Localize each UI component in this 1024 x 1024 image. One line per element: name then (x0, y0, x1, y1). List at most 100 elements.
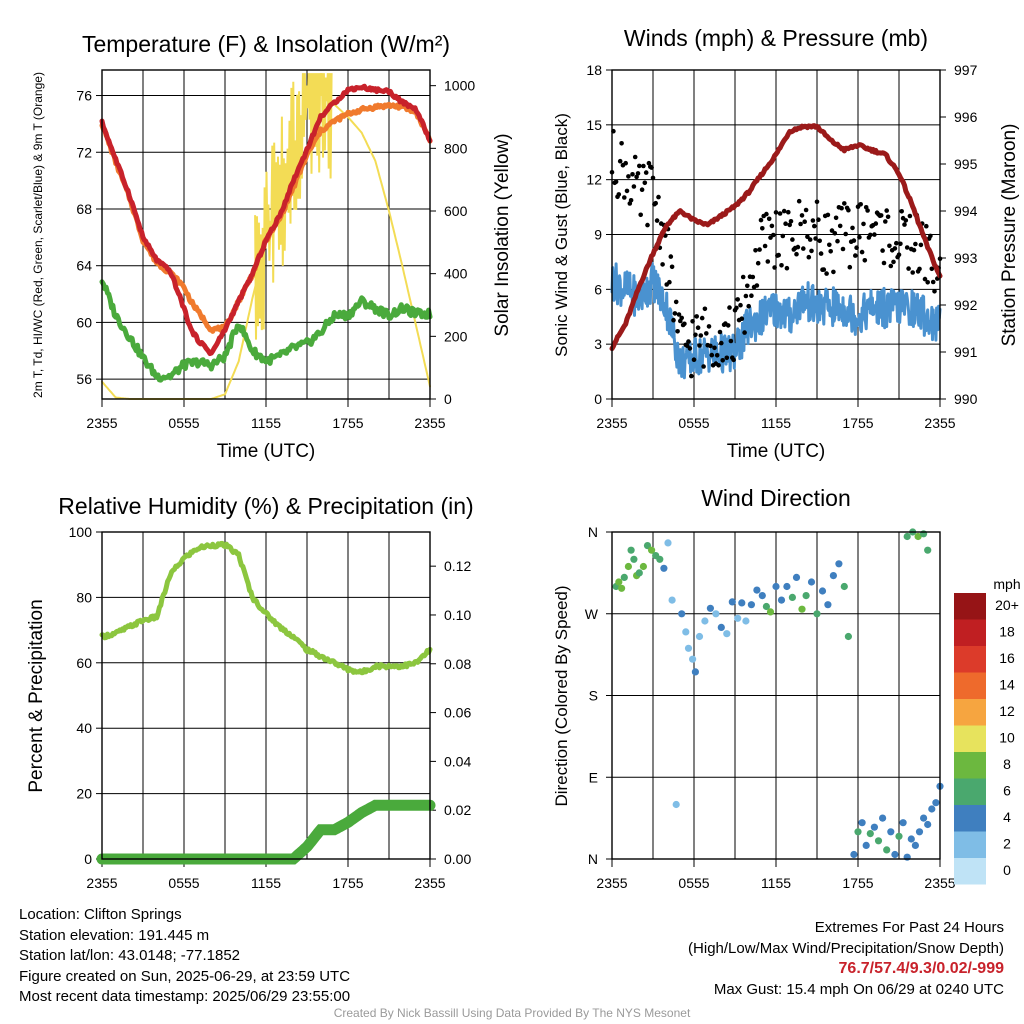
gust-point (813, 236, 818, 241)
y-tick-label-left: 0 (594, 391, 602, 407)
gust-point (853, 253, 858, 258)
gust-point (796, 198, 802, 204)
gust-point (650, 175, 656, 181)
gust-point (754, 283, 760, 288)
gust-point (809, 248, 814, 254)
y-tick-label-right: 996 (954, 109, 978, 125)
gust-point (854, 245, 859, 250)
x-tick-label: 1755 (842, 875, 873, 891)
direction-point (788, 593, 797, 602)
gust-point (840, 246, 846, 252)
y-tick-label-left: 0 (84, 851, 92, 867)
x-tick-label: 2355 (86, 415, 117, 431)
direction-point (643, 542, 652, 550)
x-tick-label: 1155 (761, 875, 791, 891)
gust-point (635, 171, 641, 176)
gust-point (749, 293, 754, 299)
y-tick-label-right: 994 (954, 203, 978, 219)
gust-point (787, 222, 792, 228)
direction-point (712, 610, 720, 618)
colorbar-swatch (954, 672, 986, 699)
direction-point (772, 582, 780, 591)
direction-point (706, 604, 715, 612)
gust-point (816, 217, 821, 222)
direction-point (689, 655, 697, 663)
x-tick-label: 0555 (168, 415, 199, 431)
gust-point (801, 246, 806, 251)
x-tick-label: 1155 (251, 875, 281, 891)
gust-point (669, 264, 675, 270)
direction-point (630, 555, 638, 563)
gust-point (872, 232, 877, 237)
direction-point (682, 628, 690, 636)
x-tick-label: 1155 (761, 415, 791, 431)
gust-point (728, 338, 734, 344)
gust-point (725, 323, 731, 328)
x-tick-label: 1755 (842, 415, 873, 431)
gust-point (795, 244, 801, 250)
colorbar-label: 16 (999, 650, 1015, 666)
direction-point (738, 599, 746, 607)
y-tick-label-right: 993 (954, 250, 978, 266)
direction-point (691, 668, 700, 676)
gust-point (622, 195, 627, 200)
gust-point (672, 311, 678, 316)
gust-point (624, 188, 630, 194)
direction-point (818, 587, 827, 595)
y-tick-label-right: 995 (954, 156, 978, 172)
colorbar-swatch (954, 805, 986, 832)
gust-point (708, 343, 713, 349)
gust-point (794, 251, 799, 257)
direction-point (870, 823, 879, 831)
direction-point (717, 623, 725, 632)
gust-point (699, 315, 705, 321)
extremes-subtitle: (High/Low/Max Wind/Precipitation/Snow De… (688, 939, 1004, 957)
direction-point (728, 598, 736, 606)
station-pressure-line (609, 123, 943, 352)
y-tick-label-left: 9 (594, 227, 602, 243)
gust-point (881, 260, 887, 266)
gust-point (911, 247, 917, 253)
gust-point (818, 251, 824, 256)
direction-point (627, 546, 635, 554)
temp-2m-line (99, 83, 433, 357)
gust-point (805, 234, 810, 240)
gust-point (632, 154, 638, 160)
y-tick-label-left: W (585, 606, 599, 622)
gust-point (847, 264, 853, 270)
gust-point (693, 332, 698, 338)
y-tick-label-left: 76 (76, 88, 92, 104)
direction-point (620, 573, 628, 582)
gust-point (630, 172, 635, 177)
gust-point (846, 207, 851, 213)
y-tick-label-left: 40 (76, 720, 92, 736)
direction-point (723, 630, 731, 638)
gust-point (827, 242, 832, 248)
gust-point (781, 208, 787, 214)
x-tick-label: 1755 (332, 415, 363, 431)
gust-point (653, 200, 658, 206)
colorbar-swatch (954, 778, 986, 805)
y-axis-label-right: Solar Insolation (Yellow) (492, 133, 513, 336)
extremes-title: Extremes For Past 24 Hours (814, 919, 1004, 936)
gust-point (724, 355, 730, 361)
gust-point (858, 202, 863, 207)
direction-point (862, 841, 870, 850)
panel-title: Winds (mph) & Pressure (mb) (624, 25, 928, 51)
y-tick-label-right: 0.00 (444, 851, 471, 867)
colorbar-swatch (954, 619, 986, 646)
gust-point (704, 331, 709, 336)
gust-point (865, 208, 870, 213)
y-tick-label-left: 15 (586, 117, 602, 133)
gust-point (806, 254, 812, 260)
y-tick-label-left: 20 (76, 786, 92, 802)
gust-point (690, 319, 695, 324)
direction-point (854, 828, 862, 836)
gust-point (888, 263, 894, 269)
gust-point (843, 231, 848, 237)
gust-point (883, 219, 888, 224)
gust-point (857, 234, 862, 240)
gust-point (929, 266, 935, 272)
gust-point (783, 221, 788, 226)
